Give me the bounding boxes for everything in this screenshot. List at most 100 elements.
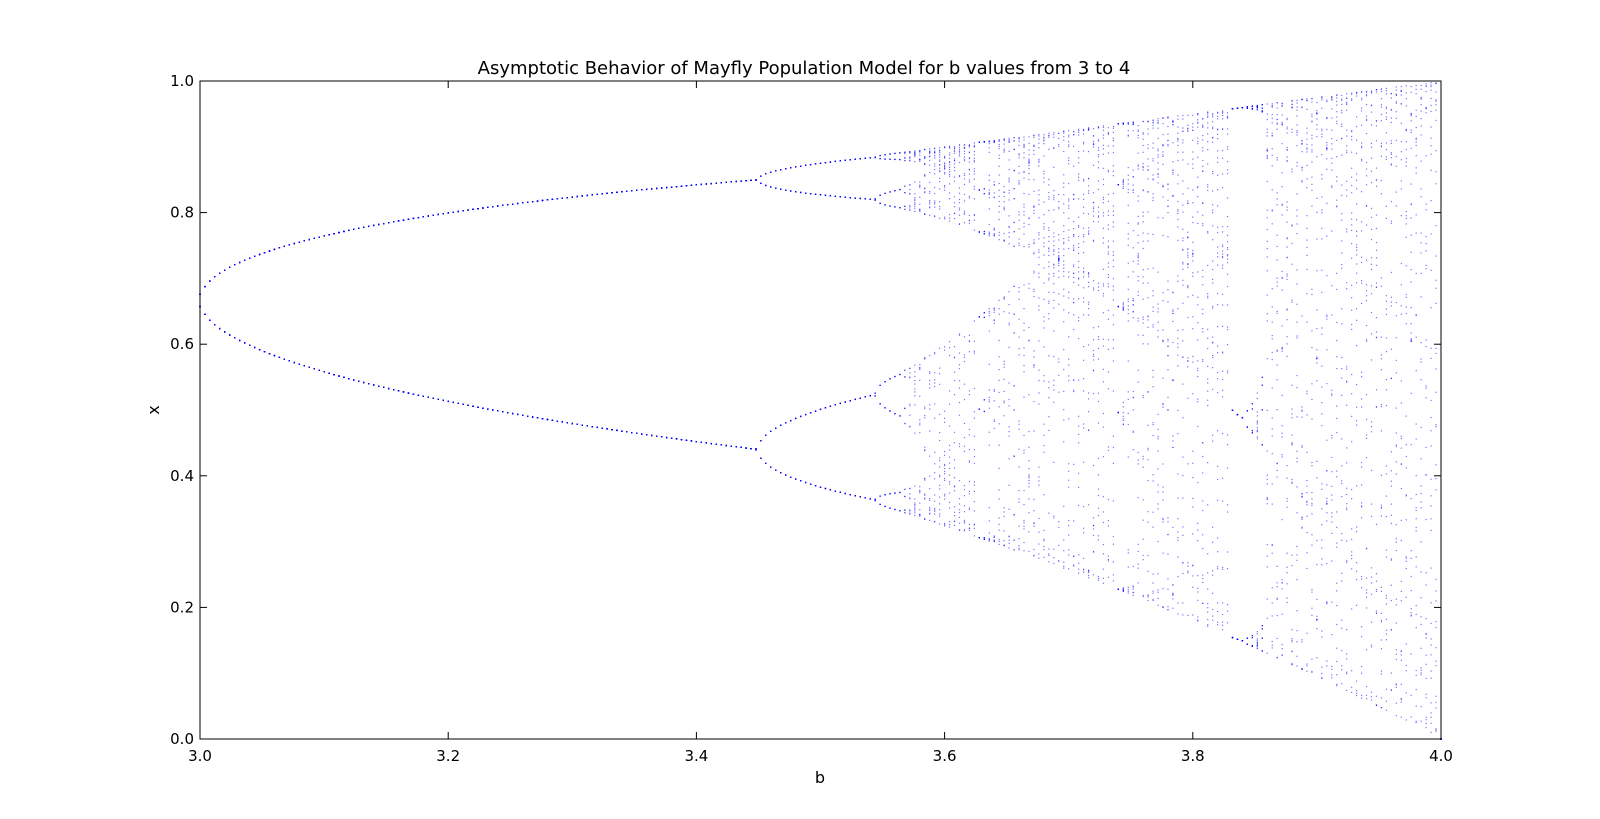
data-point	[234, 264, 236, 266]
data-point	[383, 386, 385, 388]
data-point	[497, 205, 499, 207]
data-point	[244, 342, 246, 344]
data-point	[343, 230, 345, 233]
data-point	[566, 422, 568, 424]
data-point	[795, 478, 797, 480]
data-point	[472, 405, 474, 407]
data-point	[383, 223, 385, 225]
data-point	[239, 339, 241, 342]
data-point	[730, 445, 732, 447]
data-point	[239, 261, 241, 264]
data-point	[670, 186, 673, 188]
data-point	[507, 204, 509, 206]
data-point	[556, 420, 559, 422]
data-point	[581, 424, 583, 426]
data-point	[571, 422, 573, 425]
data-point	[224, 269, 226, 271]
data-point	[209, 319, 211, 321]
data-point	[800, 480, 802, 482]
data-point	[477, 406, 479, 408]
data-point	[427, 396, 429, 398]
data-point	[715, 443, 717, 445]
data-point	[368, 383, 370, 385]
data-point	[780, 188, 782, 190]
data-point	[467, 404, 469, 406]
data-point	[373, 384, 375, 386]
data-point	[219, 327, 221, 330]
data-point	[363, 226, 365, 228]
data-point	[254, 346, 256, 349]
data-point	[462, 403, 464, 405]
data-point	[805, 481, 807, 484]
data-point	[313, 237, 315, 239]
data-point	[641, 189, 643, 191]
data-point	[288, 244, 290, 246]
data-point	[293, 361, 295, 364]
data-point	[397, 220, 400, 222]
data-point	[437, 213, 439, 216]
data-point	[720, 444, 722, 446]
data-point	[273, 248, 276, 251]
data-point	[616, 429, 618, 432]
data-point	[690, 184, 693, 186]
data-point	[249, 344, 251, 346]
data-point	[487, 206, 489, 208]
data-point	[432, 397, 434, 399]
data-point	[512, 412, 514, 415]
data-point	[536, 200, 539, 202]
data-point	[407, 218, 410, 220]
data-point	[651, 188, 653, 190]
data-point	[283, 358, 285, 360]
data-point	[576, 195, 578, 198]
data-point	[715, 182, 717, 184]
data-point	[368, 225, 370, 228]
data-point	[695, 184, 697, 186]
data-point	[611, 192, 613, 194]
data-point	[770, 186, 772, 188]
data-point	[234, 337, 236, 339]
data-point	[601, 427, 603, 429]
data-point	[675, 186, 678, 188]
data-point	[214, 276, 216, 278]
data-point	[412, 393, 415, 395]
data-point	[636, 189, 638, 191]
data-point	[333, 233, 335, 235]
data-point	[353, 379, 355, 381]
data-point	[805, 164, 807, 166]
data-point	[755, 179, 757, 181]
data-point	[462, 210, 464, 212]
data-point	[358, 380, 360, 382]
data-point	[541, 418, 544, 420]
data-point	[229, 266, 231, 268]
data-point	[631, 190, 633, 192]
data-point	[800, 165, 802, 167]
data-point	[482, 207, 484, 209]
data-point	[417, 217, 420, 219]
data-point	[675, 438, 678, 440]
data-point	[517, 413, 519, 416]
data-point	[278, 356, 281, 358]
data-point	[765, 462, 767, 464]
data-point	[626, 431, 628, 433]
data-point	[283, 245, 285, 247]
data-point	[363, 381, 365, 384]
data-point	[536, 417, 539, 419]
data-point	[467, 209, 469, 211]
data-point	[402, 391, 405, 393]
data-point	[666, 436, 668, 439]
data-point	[447, 400, 449, 403]
data-point	[690, 440, 693, 442]
data-point	[755, 449, 757, 451]
data-point	[388, 387, 390, 390]
data-point	[531, 201, 534, 203]
data-point	[780, 169, 782, 171]
data-point	[656, 187, 658, 190]
data-point	[700, 441, 702, 443]
data-point	[765, 434, 767, 436]
data-point	[432, 214, 434, 216]
data-point	[626, 190, 628, 192]
data-points	[199, 82, 1442, 740]
data-point	[760, 175, 762, 177]
data-point	[641, 433, 643, 435]
